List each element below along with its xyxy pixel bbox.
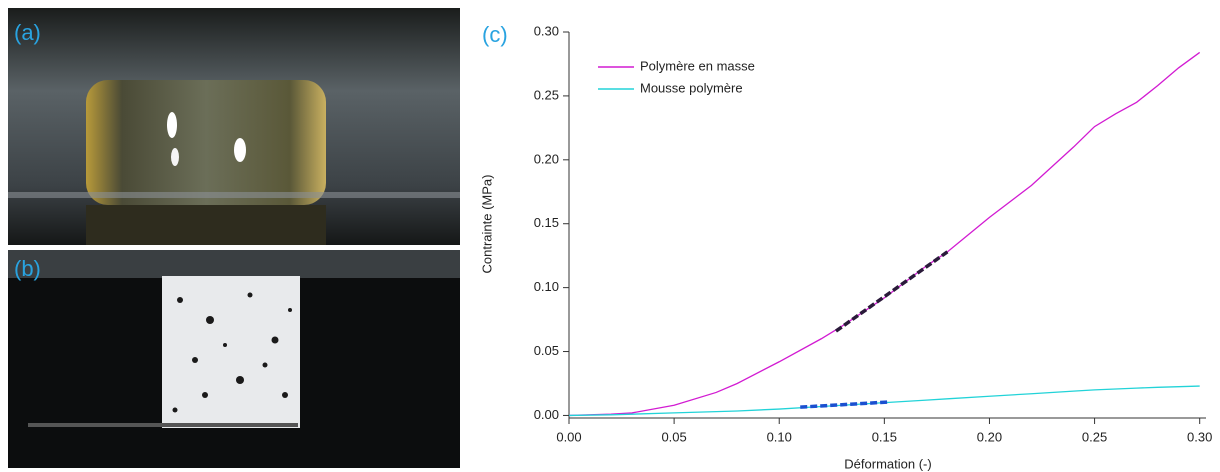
- panel-label: (c): [482, 22, 508, 47]
- panel-label: (a): [14, 20, 41, 45]
- y-tick-label: 0.10: [534, 279, 559, 294]
- line-series: [568, 385, 1200, 417]
- x-tick-label: 0.25: [1082, 429, 1107, 444]
- y-tick-label: 0.25: [534, 87, 559, 102]
- panel-label: (b): [14, 256, 41, 281]
- x-axis-label: Déformation (-): [844, 456, 931, 471]
- x-tick-label: 0.20: [977, 429, 1002, 444]
- legend-label: Mousse polymère: [640, 80, 743, 95]
- y-tick-label: 0.20: [534, 151, 559, 166]
- y-tick-label: 0.00: [534, 407, 559, 422]
- x-tick-label: 0.15: [872, 429, 897, 444]
- fit-line: [800, 400, 889, 409]
- y-tick-label: 0.05: [534, 343, 559, 358]
- photo-a: (a): [8, 8, 460, 245]
- x-tick-label: 0.10: [767, 429, 792, 444]
- x-tick-label: 0.05: [661, 429, 686, 444]
- line-series: [568, 51, 1201, 417]
- y-tick-label: 0.15: [534, 215, 559, 230]
- y-tick-label: 0.30: [534, 23, 559, 38]
- photo-b: (b): [8, 250, 460, 468]
- x-tick-label: 0.00: [556, 429, 581, 444]
- fit-line: [834, 250, 949, 333]
- x-tick-label: 0.30: [1187, 429, 1212, 444]
- y-axis-label: Contrainte (MPa): [479, 175, 494, 274]
- legend-label: Polymère en masse: [640, 58, 755, 73]
